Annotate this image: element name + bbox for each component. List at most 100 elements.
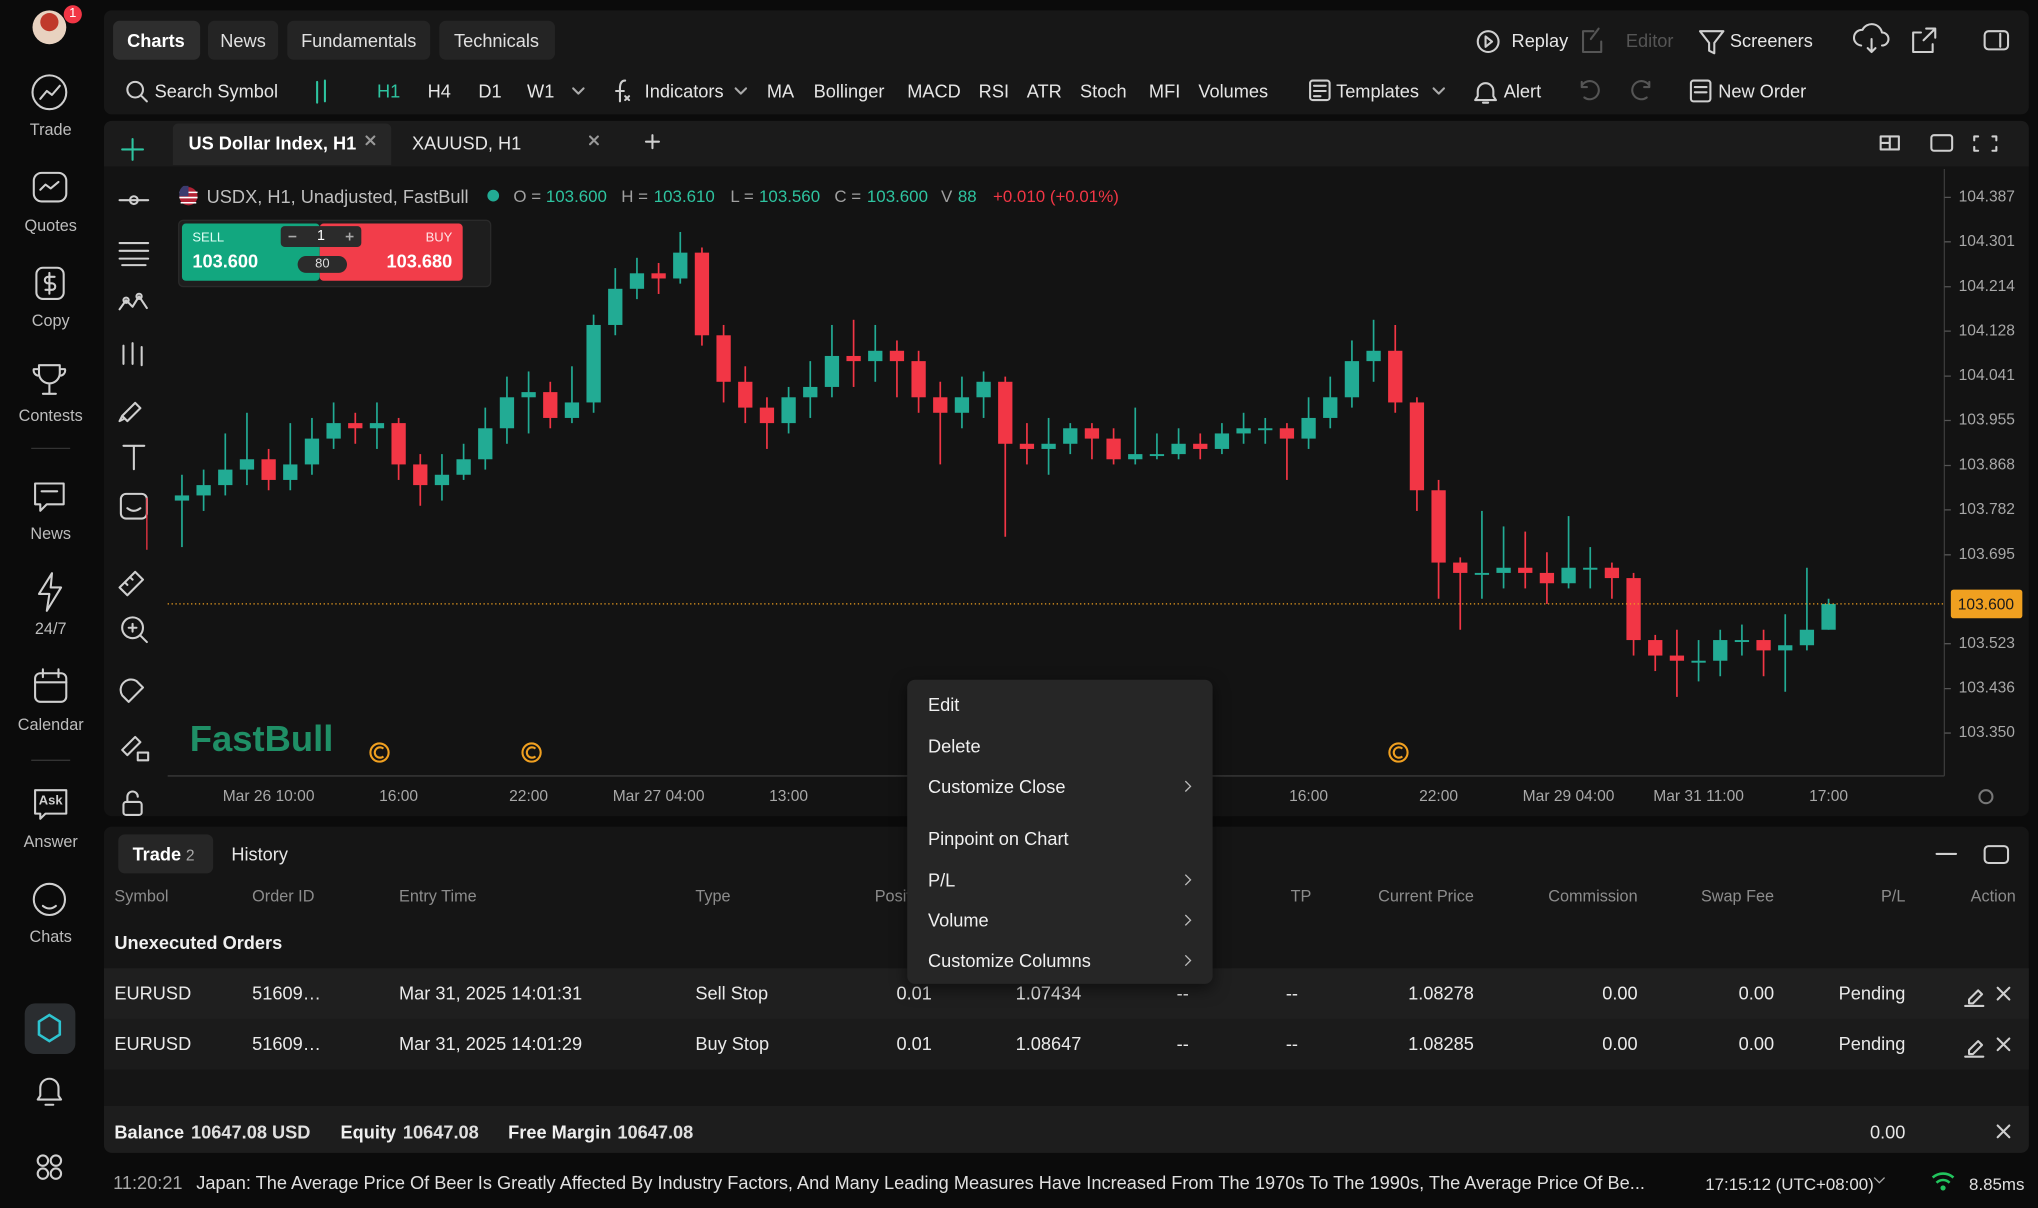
- news-ticker[interactable]: Japan: The Average Price Of Beer Is Grea…: [196, 1172, 1645, 1194]
- nav-item[interactable]: Calendar: [17, 715, 84, 735]
- table-cell: Pending: [1838, 982, 1906, 1004]
- nav-item[interactable]: Quotes: [24, 216, 77, 235]
- section-title: Unexecuted Orders: [114, 931, 283, 953]
- chart-tab[interactable]: US Dollar Index, H1: [188, 132, 357, 154]
- nav-item[interactable]: 24/7: [34, 619, 67, 638]
- account-summary: Equity: [340, 1121, 397, 1143]
- news-time: 11:20:21: [113, 1172, 183, 1194]
- nav-item[interactable]: News: [30, 524, 72, 543]
- alert-button[interactable]: Alert: [1503, 80, 1542, 102]
- quantity[interactable]: 1: [317, 228, 326, 244]
- candle-body: [1171, 443, 1186, 455]
- nav-tab[interactable]: Technicals: [454, 29, 539, 51]
- menu-item[interactable]: Volume: [927, 909, 989, 931]
- study-button[interactable]: MFI: [1148, 80, 1181, 102]
- candle-body: [1561, 567, 1576, 584]
- candlestick-chart: 104.387 104.301 104.214 104.128 104.041 103.9…: [118, 134, 2023, 816]
- menu-item[interactable]: Delete: [927, 735, 981, 757]
- candle-body: [1388, 350, 1403, 403]
- sell-price[interactable]: 103.600: [192, 250, 259, 272]
- submenu-arrow: [1184, 780, 1192, 792]
- study-button[interactable]: Bollinger: [813, 80, 885, 102]
- templates-button[interactable]: Templates: [1336, 80, 1420, 102]
- candle-body: [1474, 572, 1490, 575]
- buy-label[interactable]: BUY: [425, 231, 453, 246]
- menu-item[interactable]: Customize Columns: [927, 950, 1091, 971]
- top-action[interactable]: Replay: [1511, 29, 1569, 51]
- account-summary: 10647.08 USD: [191, 1121, 311, 1143]
- panel-tab[interactable]: History: [231, 843, 288, 865]
- study-button[interactable]: Volumes: [1198, 80, 1269, 102]
- x-tick-label: 22:00: [509, 788, 548, 805]
- candle-body: [1539, 572, 1555, 584]
- menu-item[interactable]: Edit: [927, 694, 960, 715]
- menu-item[interactable]: Customize Close: [927, 775, 1066, 797]
- y-tick-label: 104.301: [1959, 233, 2015, 250]
- candle-body: [694, 252, 710, 336]
- quantity-box[interactable]: [280, 226, 362, 247]
- menu-item[interactable]: Pinpoint on Chart: [927, 827, 1069, 849]
- column-header: Swap Fee: [1700, 887, 1775, 906]
- menu-item[interactable]: P/L: [927, 869, 956, 891]
- nav-tab[interactable]: News: [220, 29, 266, 51]
- candle-body: [1669, 655, 1685, 661]
- timeframe[interactable]: W1: [527, 80, 555, 102]
- candle-body: [781, 397, 796, 424]
- candle-body: [911, 361, 926, 398]
- nav-item[interactable]: Contests: [18, 406, 83, 425]
- timeframe[interactable]: D1: [478, 80, 502, 102]
- candle-body: [1323, 397, 1338, 418]
- study-button[interactable]: RSI: [978, 80, 1010, 102]
- candle-body: [976, 381, 991, 398]
- table-cell: 1.08285: [1408, 1033, 1474, 1055]
- nav-item[interactable]: Trade: [29, 120, 72, 139]
- candle-body: [629, 273, 645, 289]
- y-tick-label: 104.128: [1959, 322, 2015, 339]
- top-action[interactable]: Screeners: [1729, 29, 1813, 51]
- candle-body: [889, 350, 905, 362]
- submenu-arrow: [1184, 954, 1192, 967]
- candle-body: [1366, 350, 1381, 362]
- candle-body: [1496, 567, 1511, 573]
- search-symbol[interactable]: Search Symbol: [154, 80, 279, 102]
- nav-icons: [31, 74, 68, 1180]
- timeframe[interactable]: H4: [427, 80, 451, 102]
- candle-body: [868, 350, 883, 362]
- ohlc-value: 103.600: [866, 186, 928, 207]
- x-tick-label: Mar 29 04:00: [1523, 788, 1615, 805]
- timeframe[interactable]: H1: [376, 80, 401, 102]
- candle-body: [1583, 567, 1598, 570]
- chart-tab[interactable]: XAUUSD, H1: [412, 132, 522, 154]
- study-button[interactable]: MACD: [907, 80, 961, 102]
- panel-tab[interactable]: Trade: [132, 843, 182, 865]
- nav-item[interactable]: Chats: [29, 927, 72, 946]
- study-button[interactable]: ATR: [1026, 80, 1062, 102]
- clock-dropdown[interactable]: [1872, 1174, 1888, 1187]
- nav-item[interactable]: Answer: [23, 832, 78, 851]
- quantity-steppers[interactable]: [288, 232, 354, 241]
- trade-footer: [103, 1106, 2029, 1153]
- top-action[interactable]: Editor: [1625, 29, 1674, 51]
- nav-tab[interactable]: Charts: [127, 29, 185, 51]
- submenu-arrow: [1184, 874, 1192, 886]
- table-cell: --: [1285, 1033, 1298, 1055]
- submenu-arrow: [1184, 914, 1192, 926]
- panel-controls[interactable]: [1935, 845, 2011, 1139]
- sell-label[interactable]: SELL: [192, 231, 225, 246]
- candle-body: [1236, 428, 1251, 434]
- nav-tab[interactable]: Fundamentals: [301, 29, 417, 51]
- tab-bg: [439, 20, 555, 60]
- study-button[interactable]: Stoch: [1080, 80, 1127, 102]
- candle-body: [1713, 640, 1728, 661]
- candle-body: [586, 324, 601, 403]
- study-button[interactable]: MA: [766, 80, 795, 102]
- nav-item[interactable]: Copy: [31, 311, 70, 330]
- mini-app-button[interactable]: [24, 1003, 76, 1055]
- event-icons: [369, 742, 1409, 763]
- buy-price[interactable]: 103.680: [386, 250, 453, 272]
- new-order-button[interactable]: New Order: [1718, 80, 1807, 102]
- avatar-hat: [40, 12, 59, 32]
- indicators-button[interactable]: Indicators: [644, 80, 724, 102]
- table-cell: --: [1176, 982, 1189, 1004]
